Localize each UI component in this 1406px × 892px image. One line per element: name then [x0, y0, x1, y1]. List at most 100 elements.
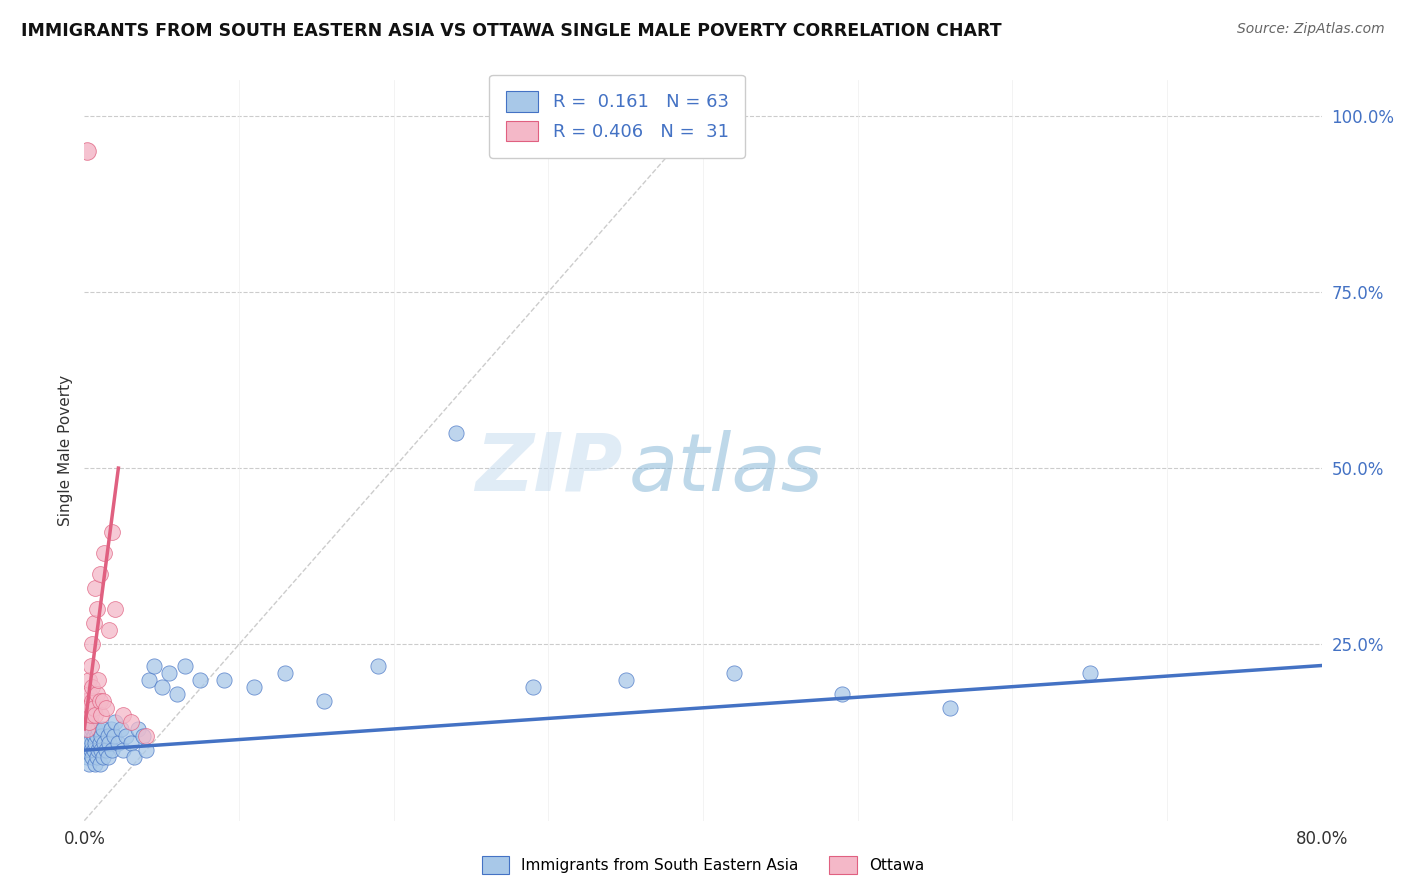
Point — [98, 624, 121, 638]
Point — [104, 714, 127, 729]
Point — [76, 701, 98, 715]
Text: Source: ZipAtlas.com: Source: ZipAtlas.com — [1237, 22, 1385, 37]
Point — [103, 729, 125, 743]
Point — [98, 736, 121, 750]
Point — [77, 687, 100, 701]
Point — [93, 736, 115, 750]
Point — [94, 701, 117, 715]
Text: atlas: atlas — [628, 430, 824, 508]
Point — [86, 602, 108, 616]
Point — [83, 701, 105, 715]
Point — [89, 736, 111, 750]
Point — [212, 673, 235, 687]
Point — [96, 750, 118, 764]
Point — [90, 743, 112, 757]
Point — [82, 722, 104, 736]
Point — [84, 736, 107, 750]
Point — [89, 566, 111, 581]
Point — [522, 680, 544, 694]
Point — [76, 729, 98, 743]
Point — [723, 665, 745, 680]
Point — [75, 707, 97, 722]
Point — [82, 750, 104, 764]
Point — [79, 707, 101, 722]
Point — [135, 729, 157, 743]
Y-axis label: Single Male Poverty: Single Male Poverty — [58, 375, 73, 526]
Point — [76, 750, 98, 764]
Point — [77, 757, 100, 772]
Point — [84, 722, 107, 736]
Point — [112, 743, 135, 757]
Point — [83, 616, 105, 631]
Point — [367, 658, 389, 673]
Point — [82, 736, 104, 750]
Point — [93, 546, 115, 560]
Point — [77, 736, 100, 750]
Point — [1078, 665, 1101, 680]
Point — [84, 757, 107, 772]
Point — [89, 694, 111, 708]
Point — [87, 722, 110, 736]
Point — [90, 707, 112, 722]
Point — [82, 637, 104, 651]
Point — [77, 673, 100, 687]
Point — [83, 743, 105, 757]
Point — [96, 729, 118, 743]
Point — [75, 694, 97, 708]
Point — [90, 729, 112, 743]
Point — [79, 743, 101, 757]
Text: ZIP: ZIP — [475, 430, 623, 508]
Point — [274, 665, 297, 680]
Point — [143, 658, 166, 673]
Point — [101, 524, 124, 539]
Point — [166, 687, 188, 701]
Point — [79, 714, 101, 729]
Point — [188, 673, 211, 687]
Point — [86, 687, 108, 701]
Point — [76, 144, 98, 158]
Point — [91, 750, 114, 764]
Point — [122, 750, 145, 764]
Point — [831, 687, 853, 701]
Point — [87, 743, 110, 757]
Point — [75, 743, 97, 757]
Point — [150, 680, 173, 694]
Point — [86, 750, 108, 764]
Point — [112, 707, 135, 722]
Point — [110, 722, 132, 736]
Point — [100, 722, 122, 736]
Point — [87, 673, 110, 687]
Point — [82, 694, 104, 708]
Point — [115, 729, 138, 743]
Point — [138, 673, 160, 687]
Point — [79, 658, 101, 673]
Point — [312, 694, 335, 708]
Point — [91, 694, 114, 708]
Legend: Immigrants from South Eastern Asia, Ottawa: Immigrants from South Eastern Asia, Otta… — [475, 850, 931, 880]
Point — [76, 722, 98, 736]
Point — [83, 729, 105, 743]
Legend: R =  0.161   N = 63, R = 0.406   N =  31: R = 0.161 N = 63, R = 0.406 N = 31 — [489, 75, 745, 158]
Point — [107, 736, 129, 750]
Point — [127, 722, 149, 736]
Point — [89, 757, 111, 772]
Point — [77, 722, 100, 736]
Point — [101, 743, 124, 757]
Point — [939, 701, 962, 715]
Point — [120, 736, 142, 750]
Point — [174, 658, 197, 673]
Text: IMMIGRANTS FROM SOUTH EASTERN ASIA VS OTTAWA SINGLE MALE POVERTY CORRELATION CHA: IMMIGRANTS FROM SOUTH EASTERN ASIA VS OT… — [21, 22, 1001, 40]
Point — [94, 743, 117, 757]
Point — [91, 722, 114, 736]
Point — [444, 425, 467, 440]
Point — [132, 729, 155, 743]
Point — [86, 729, 108, 743]
Point — [159, 665, 180, 680]
Point — [243, 680, 266, 694]
Point — [84, 581, 107, 595]
Point — [135, 743, 157, 757]
Point — [120, 714, 142, 729]
Point — [84, 707, 107, 722]
Point — [77, 714, 100, 729]
Point — [614, 673, 637, 687]
